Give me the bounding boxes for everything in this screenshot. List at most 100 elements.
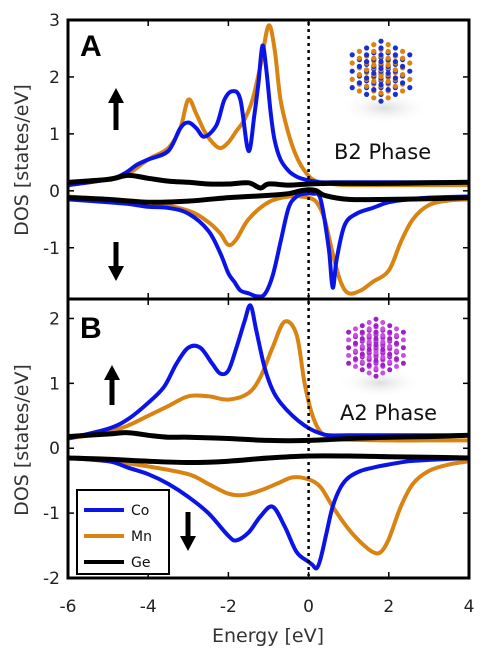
crystal-atom (380, 320, 386, 325)
crystal-atom (400, 55, 406, 61)
crystal-atom (387, 359, 393, 365)
b2-crystal-icon (339, 38, 431, 124)
crystal-atom (387, 336, 393, 342)
crystal-atom (392, 59, 398, 65)
panel-a-lines (68, 23, 469, 299)
crystal-atom (394, 340, 399, 346)
panel-b: -2 -1 0 1 2 B A2 Phase Co Mn Ge (43, 297, 471, 589)
crystal-atom (366, 326, 372, 332)
crystal-atom (346, 360, 352, 366)
panel-a-letter: A (80, 30, 102, 63)
crystal-atom (385, 62, 391, 68)
crystal-atom (392, 45, 398, 51)
crystal-atom (400, 88, 406, 94)
crystal-atom (378, 90, 384, 96)
y-tick-label: -1 (43, 504, 60, 524)
x-tick-label: 4 (464, 597, 475, 617)
panel-a-y-ticks: -1 0 1 2 3 (43, 11, 470, 299)
crystal-atom (371, 48, 377, 55)
crystal-atom (378, 52, 384, 58)
crystal-atom (366, 320, 372, 325)
crystal-atom (400, 337, 406, 343)
crystal-atom (400, 345, 406, 351)
panel-a: -1 0 1 2 3 A B2 Phase (43, 11, 471, 301)
crystal-atom (353, 356, 358, 362)
y-tick-label: 2 (49, 68, 60, 88)
crystal-atom (378, 38, 384, 44)
crystal-atom (407, 52, 413, 58)
crystal-atom (364, 83, 370, 89)
crystal-atom (349, 60, 355, 66)
crystal-shadow (339, 92, 431, 124)
panel-b-series-co-down (68, 456, 469, 571)
crystal-atom (373, 316, 379, 322)
panel-b-y-ticks: -2 -1 0 1 2 (43, 299, 470, 589)
crystal-atom (407, 76, 413, 82)
crystal-shadow (336, 367, 424, 398)
crystal-atom (394, 364, 399, 369)
crystal-atom (356, 80, 362, 86)
panel-b-series-co-up (68, 303, 469, 441)
crystal-atom (356, 55, 362, 61)
panel-a-series-co-down (68, 191, 469, 299)
panel-b-lines (68, 303, 469, 571)
crystal-atom (407, 68, 413, 74)
legend-item-co: Co (84, 503, 149, 519)
y-tick-label: 0 (49, 182, 60, 202)
crystal-atom (385, 42, 391, 48)
crystal-atom (373, 342, 379, 348)
crystal-atom (353, 332, 358, 338)
x-axis-ticks: -6 -4 -2 0 2 4 (60, 597, 475, 617)
crystal-atom (385, 95, 391, 101)
crystal-atom (353, 326, 358, 332)
x-axis-label: Energy [eV] (212, 625, 324, 647)
crystal-atom (407, 85, 413, 91)
crystal-atom (385, 55, 391, 61)
crystal-atom (373, 358, 379, 364)
crystal-atom (366, 347, 372, 353)
crystal-atom (356, 63, 362, 69)
crystal-atom (394, 326, 399, 332)
legend-label: Co (131, 503, 149, 519)
panel-a-y-axis-label: DOS [states/eV] (11, 84, 33, 236)
crystal-atom (392, 52, 398, 58)
crystal-atom (380, 354, 386, 360)
legend-label: Ge (131, 555, 150, 571)
crystal-atom (380, 370, 386, 376)
crystal-atom (346, 345, 352, 351)
legend: Co Mn Ge (76, 489, 170, 575)
y-tick-label: -2 (43, 569, 60, 589)
crystal-atom (400, 329, 406, 335)
crystal-atom (387, 323, 393, 329)
crystal-atom (407, 60, 413, 66)
panel-b-series-ge-up (68, 430, 469, 444)
crystal-atom (346, 329, 352, 335)
crystal-atom (371, 62, 377, 68)
crystal-atom (364, 75, 370, 81)
crystal-atom (359, 343, 365, 349)
crystal-atom (371, 95, 377, 101)
y-tick-label: 1 (49, 125, 60, 145)
crystal-atom (353, 364, 358, 369)
y-tick-label: 3 (49, 11, 60, 31)
crystal-atom (378, 65, 384, 71)
crystal-atom (371, 55, 377, 61)
crystal-atom (359, 329, 365, 335)
crystal-atom (371, 42, 377, 48)
panel-b-y-axis-label: DOS [states/eV] (11, 364, 33, 516)
panel-b-series-mn-down (68, 456, 469, 556)
crystal-atom (387, 367, 393, 373)
crystal-atom (373, 350, 379, 356)
y-tick-label: 2 (49, 309, 60, 329)
legend-item-ge: Ge (84, 555, 150, 571)
crystal-atom (373, 365, 379, 371)
x-tick-label: 0 (303, 597, 314, 617)
panel-a-series-ge-up (68, 172, 469, 191)
crystal-atom (356, 72, 362, 78)
crystal-atom (346, 353, 352, 358)
crystal-atom (385, 48, 391, 55)
crystal-atom (349, 85, 355, 91)
x-tick-label: -6 (60, 597, 77, 617)
crystal-atom (349, 68, 355, 74)
spin-down-arrow-icon (108, 242, 124, 281)
